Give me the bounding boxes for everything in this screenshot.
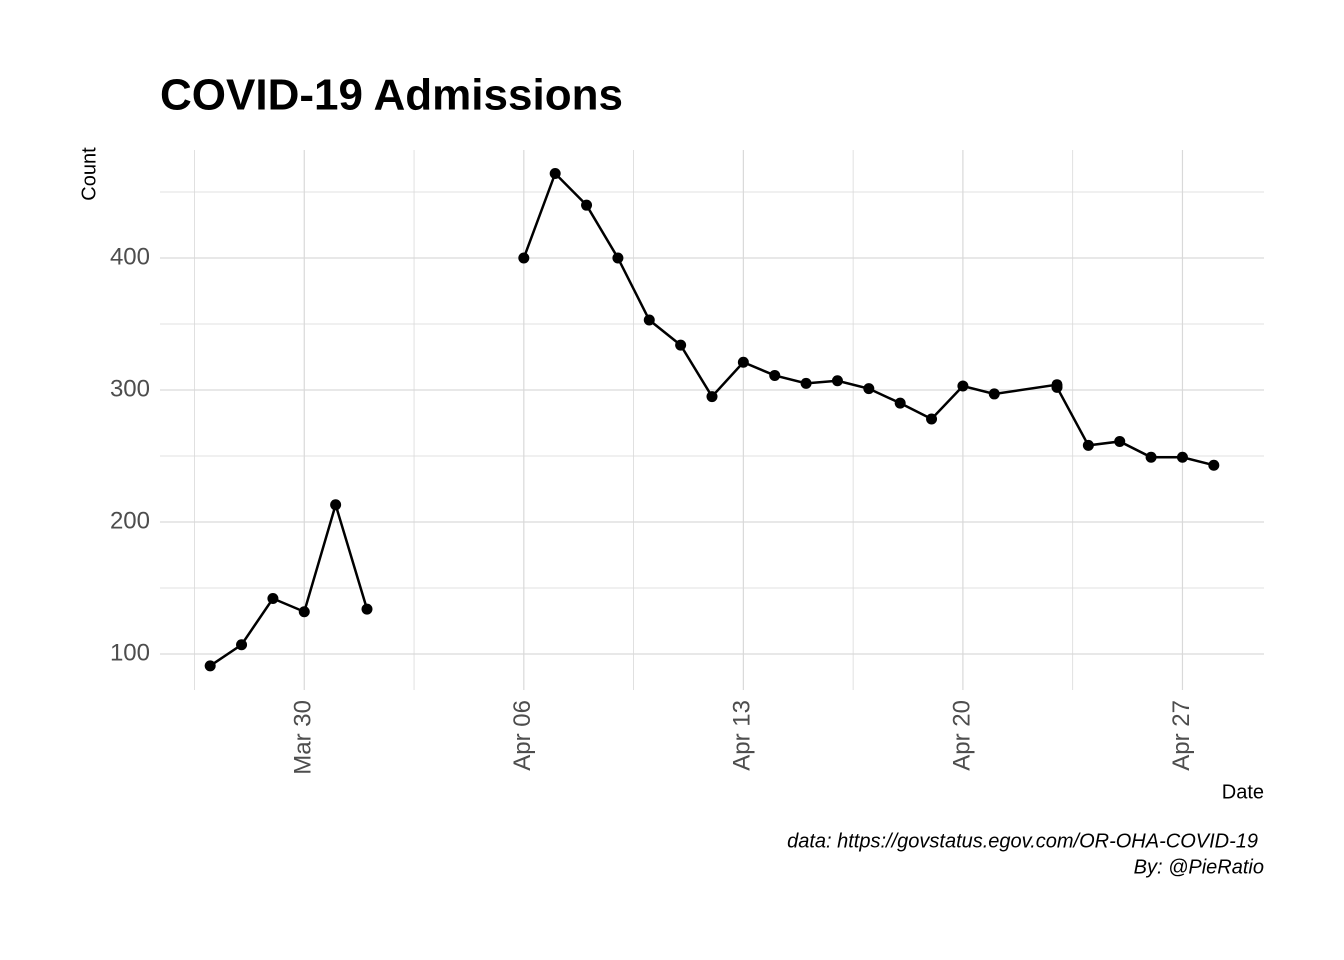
data-point xyxy=(236,639,248,651)
data-line xyxy=(209,500,369,667)
y-axis-label: Count xyxy=(78,147,100,201)
x-axis-label: Date xyxy=(1222,781,1264,803)
data-point xyxy=(518,252,530,264)
data-line xyxy=(522,171,1215,467)
data-point xyxy=(957,380,969,392)
y-tick-label: 200 xyxy=(110,507,150,534)
y-tick-label: 100 xyxy=(110,639,150,666)
data-point xyxy=(1082,439,1094,451)
caption: data: https://govstatus.egov.com/OR-OHA-… xyxy=(787,830,1258,852)
data-point xyxy=(737,356,749,368)
x-tick-label: Apr 27 xyxy=(1168,700,1195,771)
data-point xyxy=(800,377,812,389)
data-point xyxy=(643,314,655,326)
data-point xyxy=(831,375,843,387)
data-point xyxy=(330,499,342,511)
data-point xyxy=(1114,435,1126,447)
x-tick-label: Apr 20 xyxy=(948,700,975,771)
data-point xyxy=(675,339,687,351)
data-point xyxy=(267,593,279,605)
data-point xyxy=(1145,451,1157,463)
x-tick-label: Apr 13 xyxy=(729,700,756,771)
data-point xyxy=(988,388,1000,400)
data-point xyxy=(1051,381,1063,393)
data-point xyxy=(769,369,781,381)
data-point xyxy=(612,252,624,264)
data-point xyxy=(581,199,593,211)
x-tick-label: Apr 06 xyxy=(509,700,536,771)
data-point xyxy=(361,603,373,615)
data-point xyxy=(298,606,310,618)
data-point xyxy=(1208,459,1220,471)
y-tick-label: 300 xyxy=(110,375,150,402)
data-point xyxy=(926,413,938,425)
data-point xyxy=(706,391,718,403)
chart-title: COVID-19 Admissions xyxy=(160,71,623,120)
y-tick-label: 400 xyxy=(110,243,150,270)
data-point xyxy=(549,167,561,179)
data-point xyxy=(1176,451,1188,463)
caption: By: @PieRatio xyxy=(1134,856,1264,878)
x-tick-label: Mar 30 xyxy=(290,700,317,775)
data-point xyxy=(894,397,906,409)
data-point xyxy=(863,383,875,395)
data-point xyxy=(204,660,216,672)
